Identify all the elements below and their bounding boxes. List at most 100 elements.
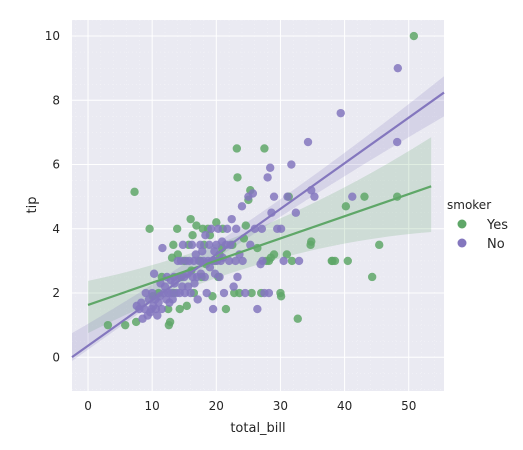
data-point-no [208, 304, 218, 314]
data-point-no [149, 269, 159, 278]
y-tick-label: 8 [52, 93, 60, 107]
data-point-yes [367, 272, 377, 282]
data-point-yes [186, 214, 195, 224]
data-point-no [158, 243, 167, 253]
data-point-no [263, 173, 272, 182]
data-point-no [264, 288, 274, 298]
data-point-no [279, 256, 288, 266]
data-point-no [310, 192, 319, 201]
x-tick-label: 40 [337, 399, 352, 413]
x-tick-label: 30 [273, 399, 288, 413]
y-tick-label: 0 [52, 350, 60, 364]
x-tick-label: 0 [84, 399, 92, 413]
data-point-no [196, 240, 205, 250]
data-point-yes [260, 144, 269, 153]
data-point-no [276, 224, 286, 233]
data-point-yes [172, 224, 182, 233]
legend-label-yes: Yes [486, 218, 508, 233]
data-point-no [168, 295, 177, 304]
data-point-yes [165, 317, 175, 327]
data-point-no [141, 288, 150, 298]
data-point-no [154, 298, 163, 307]
data-point-no [227, 214, 236, 224]
data-point-no [231, 224, 241, 233]
y-tick-label: 10 [45, 29, 60, 43]
data-point-no [157, 304, 166, 314]
data-point-yes [121, 320, 130, 330]
data-point-yes [130, 187, 139, 197]
data-point-no [191, 250, 200, 259]
x-tick-label: 50 [401, 399, 416, 413]
data-point-yes [343, 256, 352, 266]
data-point-yes [182, 301, 192, 311]
data-point-yes [282, 250, 292, 259]
data-point-no [190, 279, 199, 288]
data-point-no [202, 288, 211, 298]
data-point-no [201, 231, 210, 240]
data-point-no [392, 137, 402, 147]
data-point-yes [192, 221, 201, 230]
data-point-no [348, 192, 357, 201]
data-point-no [219, 288, 229, 298]
data-point-no [198, 247, 207, 256]
data-point-no [214, 224, 223, 233]
data-point-yes [287, 256, 297, 266]
legend-title: smoker [447, 198, 491, 212]
data-point-no [291, 208, 301, 217]
data-point-yes [221, 304, 231, 314]
y-tick-label: 4 [52, 222, 60, 236]
data-point-yes [169, 240, 178, 250]
data-point-yes [360, 192, 369, 201]
grid-lines [72, 19, 444, 391]
data-point-no [294, 256, 304, 266]
data-point-yes [131, 317, 141, 327]
data-point-no [205, 240, 214, 250]
data-point-no [178, 282, 187, 291]
y-axis-label: tip [25, 197, 40, 214]
data-point-yes [145, 224, 154, 233]
regression-lines [71, 91, 445, 359]
data-point-yes [164, 304, 173, 314]
y-tick-label: 2 [52, 286, 60, 300]
legend-marker-no [457, 238, 467, 248]
y-tick-label: 6 [52, 158, 60, 172]
data-point-no [258, 256, 267, 266]
scatter-points [103, 31, 419, 330]
data-point-no [186, 288, 195, 298]
data-point-no [147, 288, 157, 298]
data-point-no [233, 272, 242, 282]
data-point-no [246, 240, 255, 250]
x-tick-labels: 0 10 20 30 40 50 [84, 399, 416, 413]
data-point-yes [212, 218, 221, 227]
data-point-no [223, 224, 232, 233]
data-point-no [231, 256, 240, 266]
data-point-no [229, 282, 238, 291]
data-point-no [137, 298, 146, 307]
x-tick-label: 20 [209, 399, 224, 413]
data-point-no [269, 192, 279, 201]
regression-line-yes [87, 185, 432, 306]
data-point-yes [235, 288, 244, 298]
data-point-no [178, 240, 188, 250]
data-point-no [215, 272, 224, 282]
data-point-no [253, 304, 262, 314]
data-point-no [283, 192, 292, 201]
data-point-yes [173, 250, 183, 259]
data-point-yes [269, 250, 279, 259]
data-point-no [336, 108, 345, 118]
data-point-no [393, 63, 403, 73]
data-point-yes [409, 31, 419, 41]
data-point-no [287, 160, 296, 169]
x-tick-label: 10 [145, 399, 160, 413]
regression-line-no [71, 91, 445, 359]
legend: smoker Yes No [447, 198, 508, 252]
legend-label-no: No [487, 237, 505, 252]
data-point-no [240, 288, 250, 298]
data-point-no [193, 295, 202, 304]
data-point-no [224, 256, 234, 266]
data-point-no [303, 137, 313, 147]
data-point-no [237, 202, 247, 211]
data-point-yes [330, 256, 340, 266]
x-axis-label: total_bill [230, 421, 285, 436]
data-point-yes [175, 304, 184, 314]
